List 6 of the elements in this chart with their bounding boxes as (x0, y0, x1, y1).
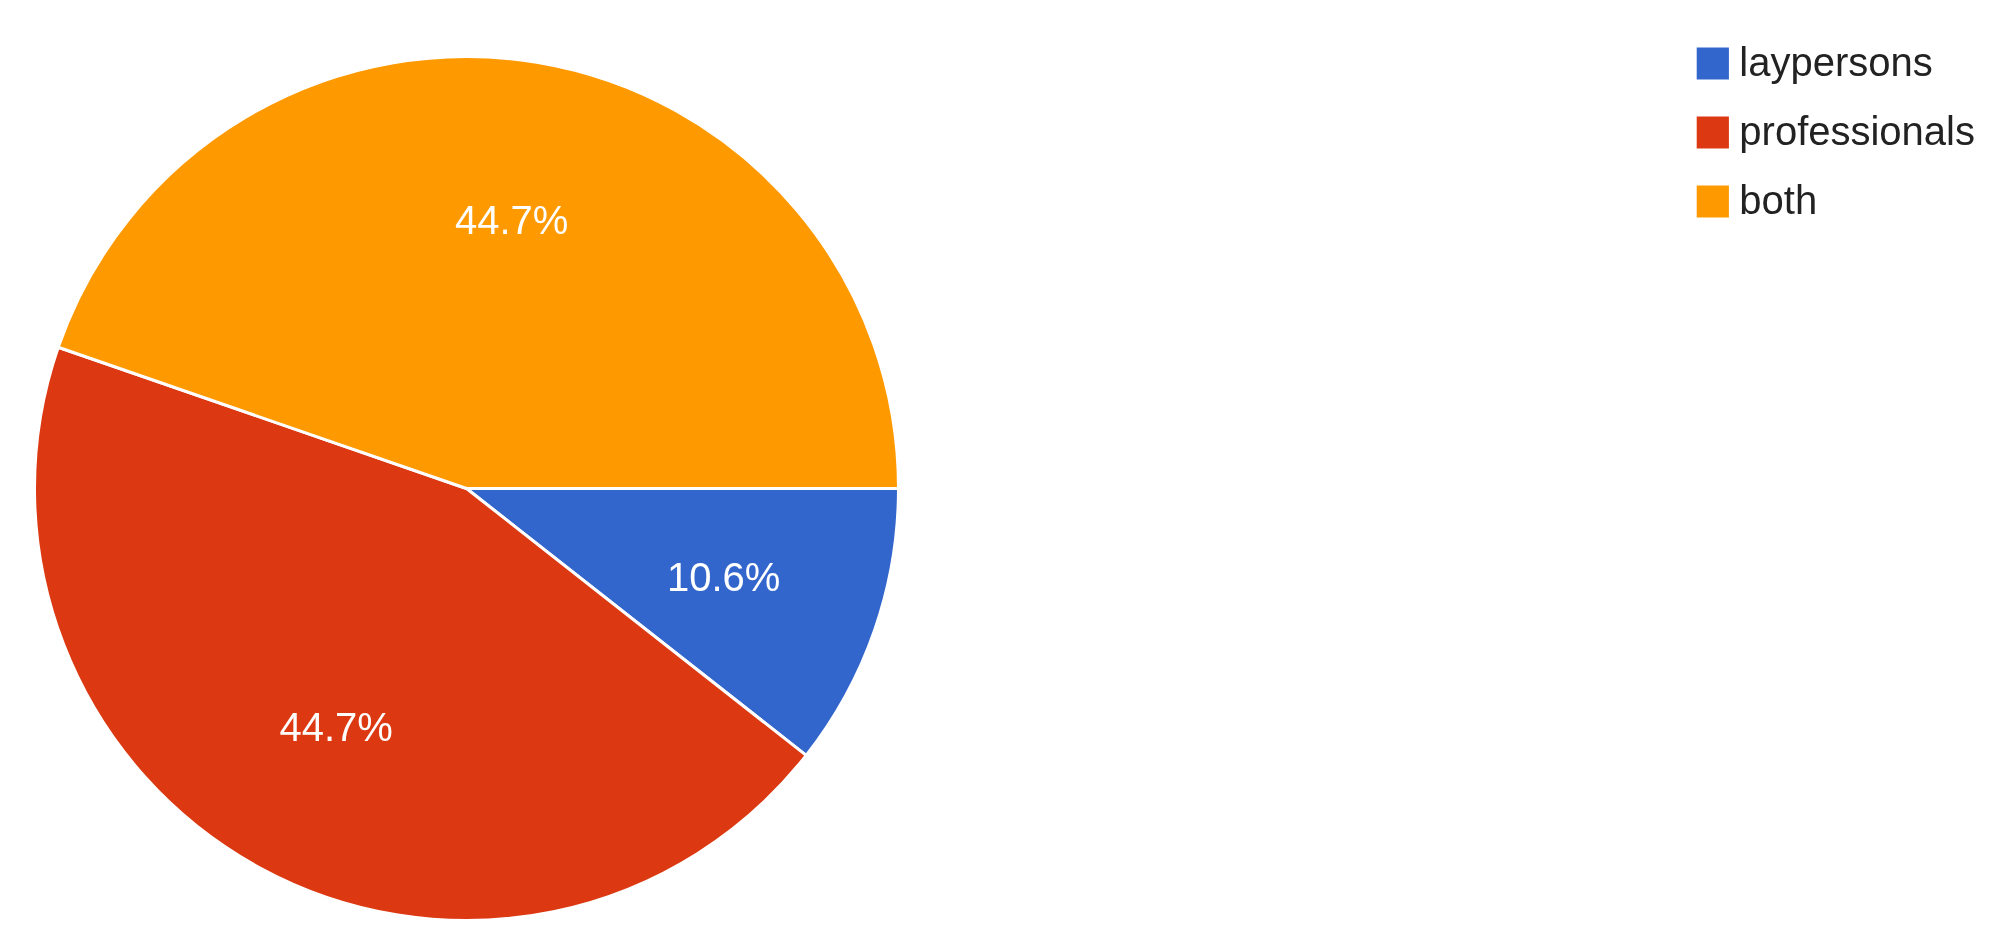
legend-label: laypersons (1739, 40, 1933, 85)
legend-label: both (1739, 178, 1818, 223)
data-label: 44.7% (454, 198, 569, 243)
legend-label: professionals (1739, 109, 1975, 154)
data-label: 10.6% (667, 555, 781, 600)
data-label: 44.7% (279, 705, 393, 750)
